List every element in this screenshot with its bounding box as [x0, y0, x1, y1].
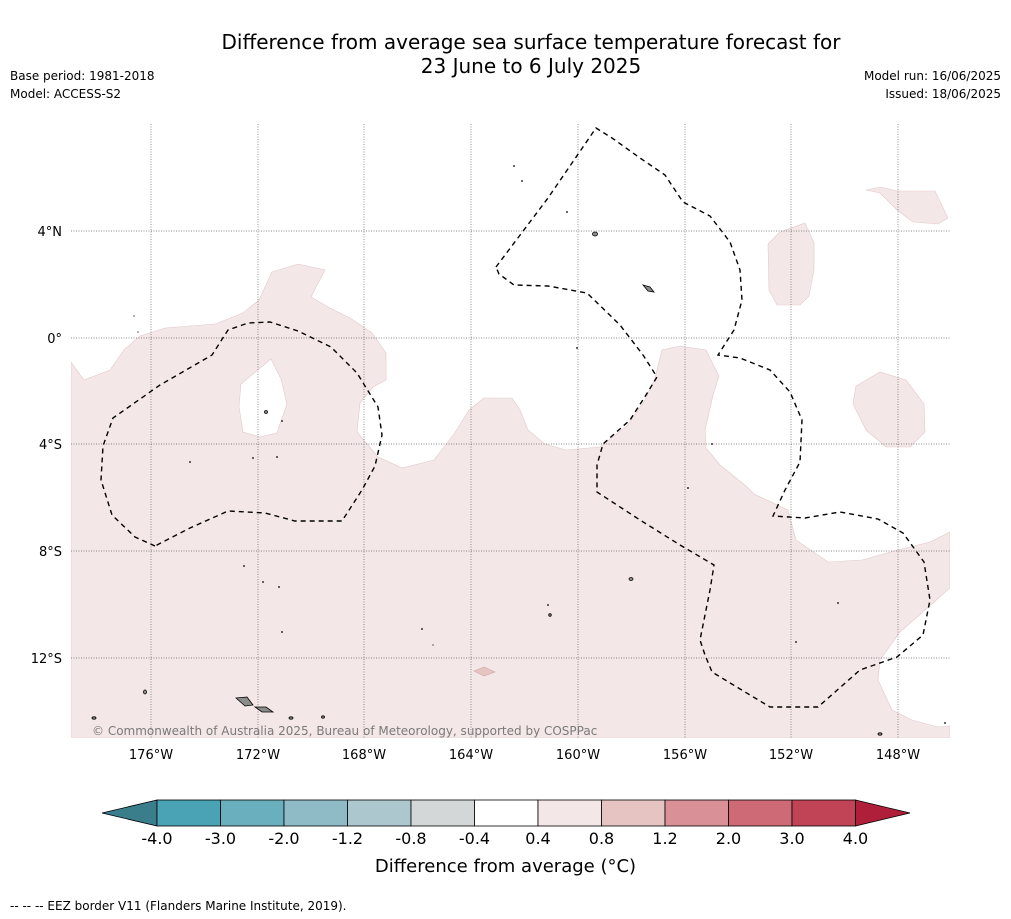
lat-label: 4°S — [39, 438, 62, 453]
lon-label: 148°W — [876, 748, 920, 763]
lon-label: 160°W — [556, 748, 600, 763]
lat-label: 0° — [47, 332, 62, 347]
colorbar-swatch — [283, 799, 348, 827]
colorbar-swatch — [474, 799, 539, 827]
lat-label: 8°S — [39, 545, 62, 560]
title-line-2: 23 June to 6 July 2025 — [420, 54, 642, 78]
colorbar-swatch — [347, 799, 412, 827]
island-10 — [877, 732, 883, 736]
issued-date: Issued: 18/06/2025 — [885, 87, 1001, 101]
colorbar-tick: -1.2 — [332, 829, 363, 848]
meta-left: Base period: 1981-2018 Model: ACCESS-S2 — [10, 67, 155, 103]
colorbar-label: Difference from average (°C) — [374, 856, 637, 877]
colorbar-swatch — [156, 799, 221, 827]
island-4 — [264, 410, 268, 414]
colorbar-swatch — [537, 799, 602, 827]
map-panel — [71, 124, 950, 738]
base-period: Base period: 1981-2018 — [10, 69, 155, 83]
model-run: Model run: 16/06/2025 — [863, 69, 1001, 83]
lat-labels: 4°N 0° 4°S 8°S 12°S — [31, 225, 62, 667]
meta-right: Model run: 16/06/2025 Issued: 18/06/2025 — [864, 67, 1001, 103]
lon-label: 156°W — [663, 748, 707, 763]
eez-border-tokelau — [100, 321, 383, 547]
colorbar-swatch — [791, 799, 856, 827]
lat-label: 4°N — [38, 225, 63, 240]
lon-label: 176°W — [129, 748, 173, 763]
colorbar-tick: 2.0 — [716, 829, 741, 848]
island-samoa-1 — [235, 696, 254, 707]
colorbar-swatch — [664, 799, 729, 827]
anomaly-patch-small — [473, 666, 496, 677]
title-line-1: Difference from average sea surface temp… — [221, 30, 841, 54]
colorbar-ticks: -4.0 -3.0 -2.0 -1.2 -0.8 -0.4 0.4 0.8 1.… — [141, 829, 868, 848]
copyright-notice: © Commonwealth of Australia 2025, Bureau… — [92, 724, 598, 738]
colorbar-swatch — [728, 799, 793, 827]
colorbar-tick: 1.2 — [652, 829, 677, 848]
colorbar — [101, 799, 911, 827]
island-3 — [628, 577, 634, 581]
colorbar-tick: 3.0 — [779, 829, 804, 848]
colorbar-tick: 0.8 — [589, 829, 614, 848]
lon-label: 172°W — [236, 748, 280, 763]
island-5 — [143, 689, 147, 695]
colorbar-extend-high — [855, 799, 911, 827]
gridlines — [71, 124, 950, 738]
colorbar-tick: -4.0 — [141, 829, 172, 848]
anomaly-region-main — [71, 263, 950, 738]
colorbar-tick: 0.4 — [525, 829, 550, 848]
colorbar-swatch — [220, 799, 285, 827]
lon-label: 168°W — [342, 748, 386, 763]
island-1 — [641, 284, 655, 293]
lon-label: 164°W — [449, 748, 493, 763]
colorbar-extend-low — [101, 799, 158, 827]
land-islands — [91, 231, 883, 736]
anomaly-patch-east-2 — [852, 371, 926, 448]
colorbar-tick: -0.8 — [395, 829, 426, 848]
small-atolls — [133, 165, 946, 724]
colorbar-swatch — [410, 799, 475, 827]
colorbar-tick: -2.0 — [268, 829, 299, 848]
eez-footnote: -- -- -- EEZ border V11 (Flanders Marine… — [10, 899, 347, 913]
lat-label: 12°S — [31, 652, 62, 667]
lon-label: 152°W — [769, 748, 813, 763]
colorbar-swatch — [601, 799, 666, 827]
lon-labels: 176°W 172°W 168°W 164°W 160°W 156°W 152°… — [129, 748, 920, 763]
colorbar-tick: -3.0 — [205, 829, 236, 848]
anomaly-patch-northeast — [865, 186, 949, 225]
island-8 — [288, 716, 294, 720]
island-9 — [321, 715, 325, 719]
map-title: Difference from average sea surface temp… — [0, 30, 1011, 78]
colorbar-tick: -0.4 — [459, 829, 490, 848]
island-7 — [91, 716, 97, 720]
island-samoa-2 — [253, 706, 275, 713]
island-2 — [592, 231, 598, 237]
eez-borders — [100, 127, 931, 708]
model-name: Model: ACCESS-S2 — [10, 87, 122, 101]
anomaly-fills — [71, 186, 950, 738]
colorbar-tick: 4.0 — [843, 829, 868, 848]
island-6 — [548, 613, 552, 617]
